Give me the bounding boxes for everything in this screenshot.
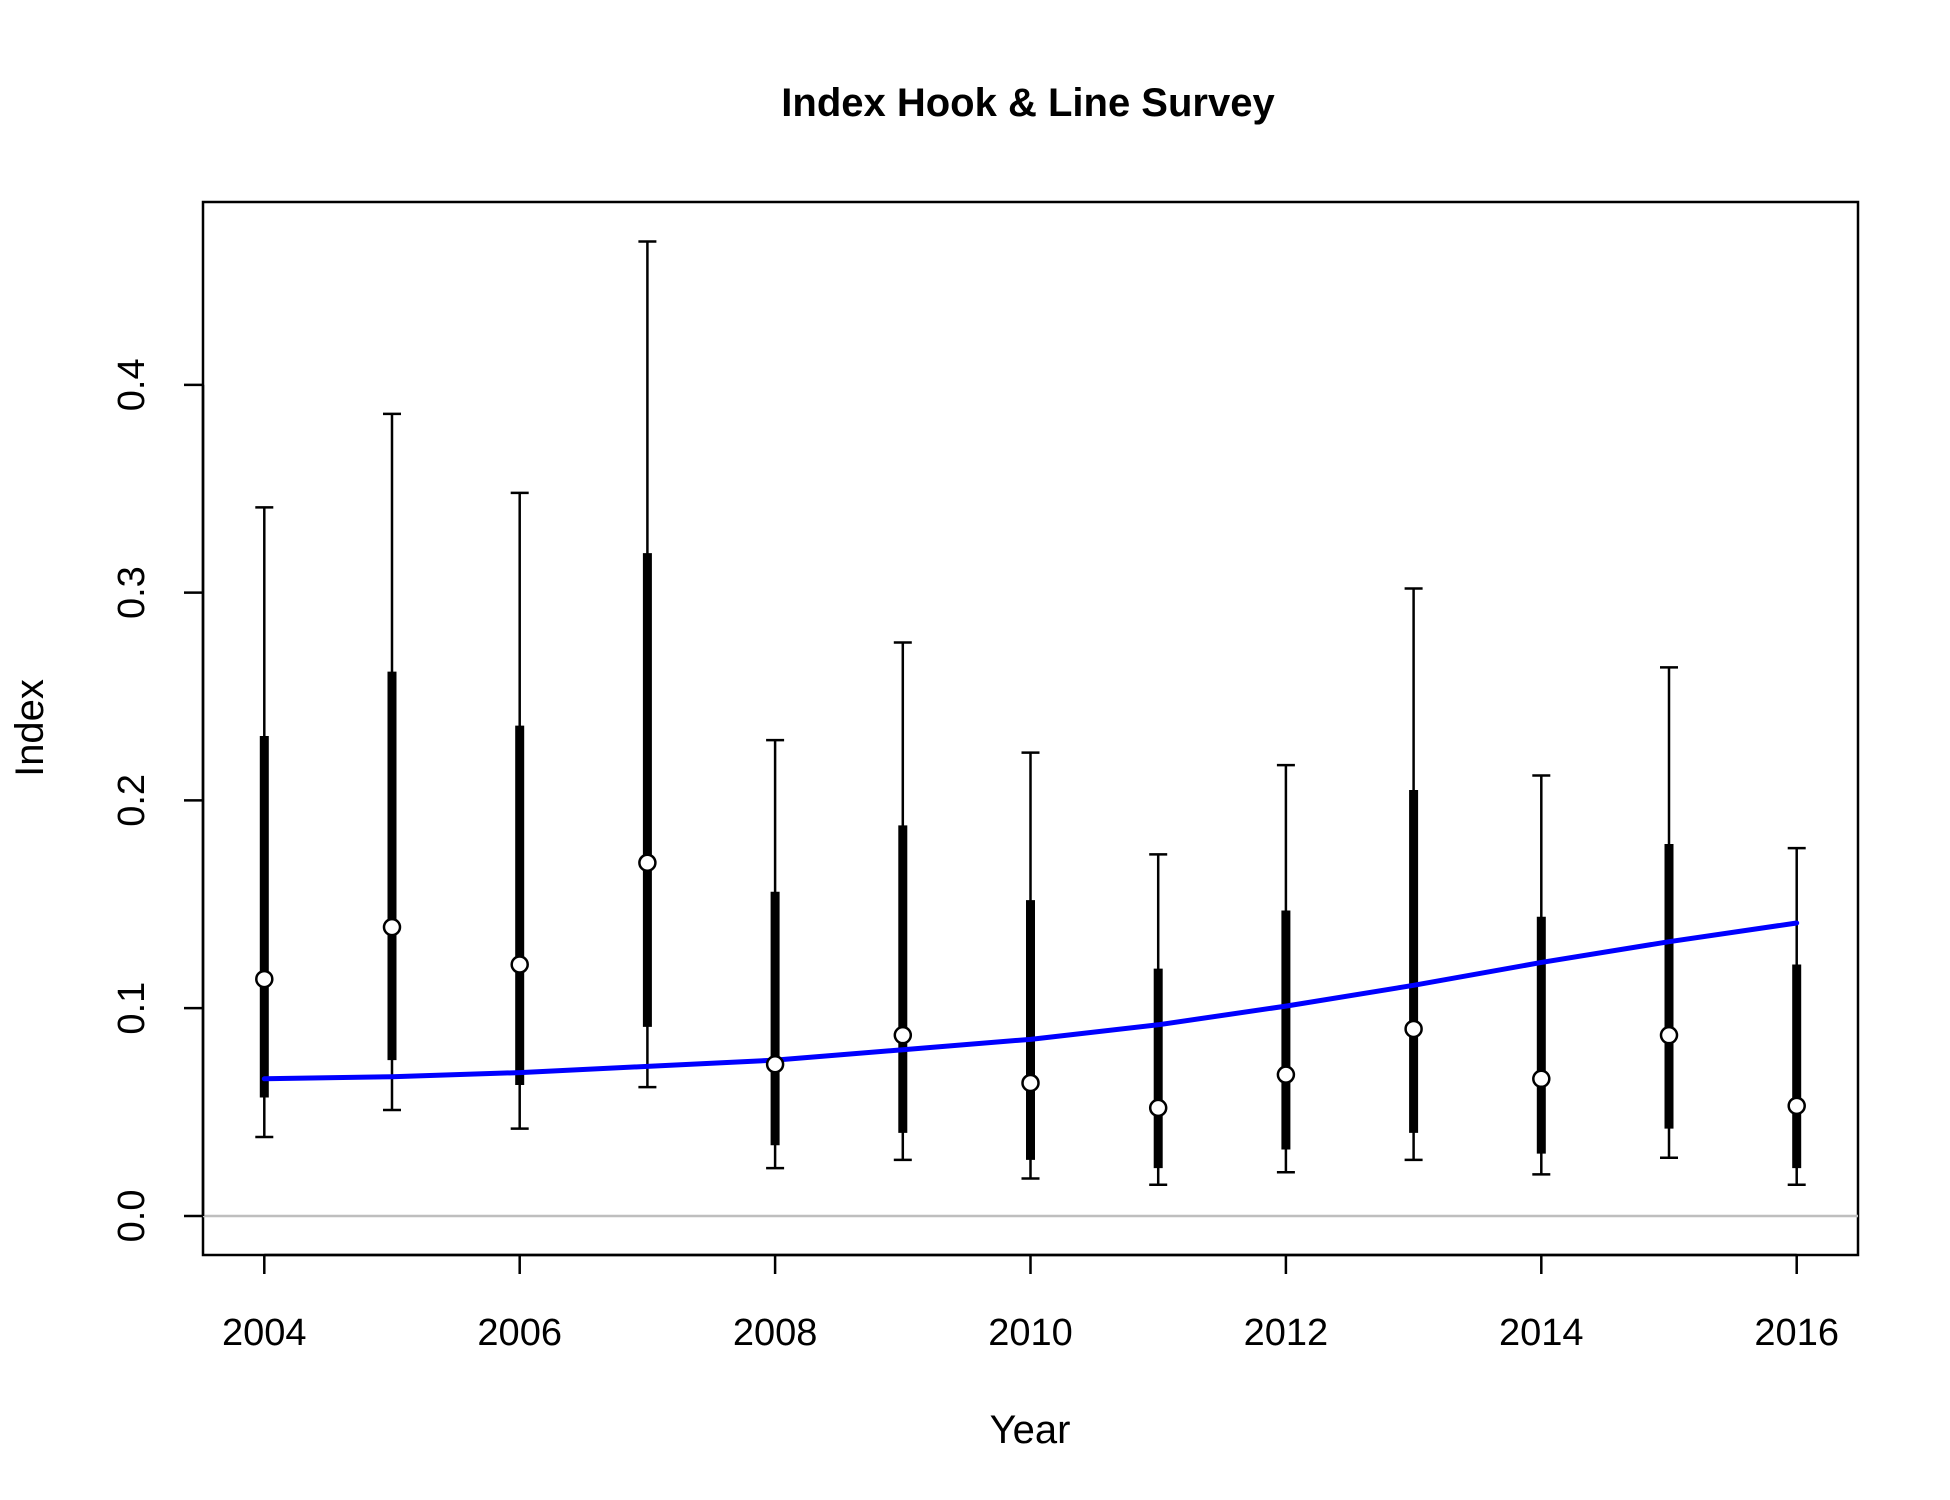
y-tick-label-2: 0.2 — [111, 774, 153, 827]
data-point-2004 — [255, 969, 274, 989]
y-axis: 0.0 0.1 0.2 0.3 0.4 — [111, 358, 205, 1243]
fitted-line — [261, 920, 1800, 1082]
data-point-2012 — [1276, 1065, 1296, 1084]
x-tick-label-2008: 2008 — [733, 1312, 818, 1354]
error-bars — [255, 240, 1806, 1187]
fitted-line-layer — [261, 920, 1800, 1082]
data-point-2009 — [893, 1025, 913, 1045]
data-point-2011 — [1148, 1098, 1168, 1118]
chart-title: Index Hook & Line Survey — [781, 81, 1275, 125]
data-point-2007 — [638, 853, 657, 872]
data-point-2008 — [765, 1055, 785, 1074]
x-tick-label-2016: 2016 — [1754, 1312, 1839, 1354]
y-tick-label-0: 0.0 — [111, 1190, 153, 1243]
x-tick-label-2010: 2010 — [988, 1312, 1073, 1354]
data-point-2005 — [382, 917, 402, 937]
x-tick-label-2004: 2004 — [222, 1312, 307, 1354]
x-tick-label-2014: 2014 — [1499, 1312, 1584, 1354]
data-point-2014 — [1532, 1069, 1551, 1089]
x-axis-label: Year — [990, 1408, 1071, 1452]
y-tick-label-3: 0.3 — [111, 566, 153, 619]
data-point-2016 — [1787, 1096, 1806, 1116]
x-axis: 2004 2006 2008 2010 2012 2014 2016 — [222, 1253, 1839, 1354]
y-tick-label-4: 0.4 — [111, 358, 153, 411]
y-axis-label: Index — [8, 679, 52, 777]
y-tick-label-1: 0.1 — [111, 982, 153, 1035]
data-point-2006 — [510, 955, 529, 974]
x-tick-label-2012: 2012 — [1244, 1312, 1329, 1354]
data-point-2013 — [1404, 1019, 1423, 1039]
observed-points — [255, 853, 1806, 1118]
data-point-2015 — [1659, 1025, 1679, 1045]
data-point-2010 — [1021, 1073, 1040, 1093]
x-tick-label-2006: 2006 — [477, 1312, 562, 1354]
